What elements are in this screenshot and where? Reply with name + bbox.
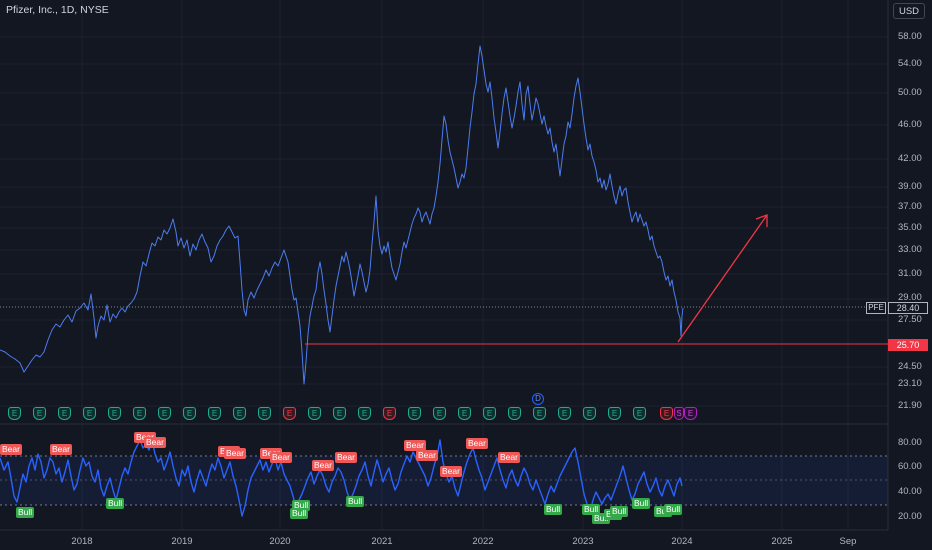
time-axis-label: 2025 <box>771 536 793 547</box>
bull-signal[interactable]: Bull <box>592 513 611 524</box>
price-axis-label: 46.00 <box>898 119 922 130</box>
price-axis-label: 31.00 <box>898 268 922 279</box>
currency-button[interactable]: USD <box>893 3 925 19</box>
bull-signal[interactable]: Bull <box>106 498 125 509</box>
price-axis-label: 42.00 <box>898 153 922 164</box>
bull-signal[interactable]: Bull <box>544 504 563 515</box>
price-axis-label: 24.50 <box>898 361 922 372</box>
earnings-marker[interactable]: E <box>8 407 21 420</box>
price-axis-label: 54.00 <box>898 58 922 69</box>
price-series-line[interactable] <box>0 45 684 385</box>
bear-signal[interactable]: Bear <box>416 450 438 461</box>
price-axis-label: 23.10 <box>898 378 922 389</box>
earnings-marker[interactable]: E <box>633 407 646 420</box>
earnings-marker[interactable]: E <box>508 407 521 420</box>
bull-signal[interactable]: Bull <box>654 506 673 517</box>
time-axis-label: 2021 <box>371 536 393 547</box>
time-axis-label: 2023 <box>572 536 594 547</box>
bull-signal[interactable]: Bull <box>290 508 309 519</box>
bear-signal[interactable]: Bear <box>0 444 22 455</box>
time-axis-label: 2020 <box>269 536 291 547</box>
price-axis-label: 21.90 <box>898 400 922 411</box>
earnings-marker[interactable]: E <box>558 407 571 420</box>
price-axis-label: 33.00 <box>898 244 922 255</box>
bear-signal[interactable]: Bear <box>440 466 462 477</box>
bull-signal[interactable]: Bull <box>292 500 311 511</box>
earnings-marker[interactable]: E <box>383 407 396 420</box>
bear-signal[interactable]: Bear <box>144 437 166 448</box>
earnings-marker[interactable]: E <box>33 407 46 420</box>
earnings-marker[interactable]: E <box>108 407 121 420</box>
earnings-marker[interactable]: E <box>433 407 446 420</box>
price-grid <box>0 0 888 530</box>
last-price-tag: 28.40 <box>888 302 928 314</box>
price-axis-label: 27.50 <box>898 314 922 325</box>
time-axis-label: 2019 <box>171 536 193 547</box>
chart-title: Pfizer, Inc., 1D, NYSE <box>6 4 109 16</box>
split-marker[interactable]: S <box>674 407 684 420</box>
earnings-marker[interactable]: E <box>283 407 296 420</box>
time-axis-label: 2018 <box>71 536 93 547</box>
earnings-marker[interactable]: E <box>233 407 246 420</box>
rsi-axis-label: 40.00 <box>898 486 922 497</box>
earnings-marker[interactable]: E <box>183 407 196 420</box>
bull-signal[interactable]: Bull <box>632 498 651 509</box>
earnings-marker[interactable]: E <box>83 407 96 420</box>
rsi-axis-label: 20.00 <box>898 511 922 522</box>
rsi-axis-label: 80.00 <box>898 437 922 448</box>
bull-signal[interactable]: Bull <box>16 507 35 518</box>
earnings-marker[interactable]: E <box>258 407 271 420</box>
earnings-marker[interactable]: E <box>533 407 546 420</box>
time-axis-label: 2022 <box>472 536 494 547</box>
price-axis-label: 37.00 <box>898 201 922 212</box>
earnings-marker[interactable]: E <box>408 407 421 420</box>
earnings-marker[interactable]: E <box>458 407 471 420</box>
earnings-marker[interactable]: E <box>158 407 171 420</box>
time-axis-label: Sep <box>839 536 857 547</box>
price-axis-label: 35.00 <box>898 222 922 233</box>
earnings-marker[interactable]: E <box>208 407 221 420</box>
earnings-marker[interactable]: E <box>333 407 346 420</box>
bear-signal[interactable]: Bear <box>404 440 426 451</box>
bear-signal[interactable]: Bear <box>335 452 357 463</box>
projection-arrow[interactable] <box>677 214 768 343</box>
bull-signal[interactable]: Bull <box>582 504 601 515</box>
bear-signal[interactable]: Bear <box>224 448 246 459</box>
price-axis-label: 58.00 <box>898 31 922 42</box>
symbol-tag: PFE <box>866 302 886 314</box>
earnings-marker[interactable]: E <box>133 407 146 420</box>
bear-signal[interactable]: Bear <box>312 460 334 471</box>
bear-signal[interactable]: Bear <box>466 438 488 449</box>
earnings-marker[interactable]: E <box>58 407 71 420</box>
bear-signal[interactable]: Bear <box>270 452 292 463</box>
price-axis-label: 29.00 <box>898 292 922 303</box>
earnings-marker[interactable]: E <box>483 407 496 420</box>
rsi-axis-label: 60.00 <box>898 461 922 472</box>
bear-signal[interactable]: Bear <box>50 444 72 455</box>
support-level-tag[interactable]: 25.70 <box>888 339 928 351</box>
earnings-marker[interactable]: E <box>684 407 697 420</box>
bull-signal[interactable]: Bull <box>664 504 683 515</box>
bull-signal[interactable]: Bull <box>346 496 365 507</box>
price-axis-label: 39.00 <box>898 181 922 192</box>
earnings-marker[interactable]: E <box>660 407 673 420</box>
earnings-marker[interactable]: E <box>358 407 371 420</box>
earnings-marker[interactable]: E <box>308 407 321 420</box>
bear-signal[interactable]: Bear <box>498 452 520 463</box>
earnings-marker[interactable]: E <box>608 407 621 420</box>
dividend-marker[interactable]: D <box>532 393 544 405</box>
earnings-marker[interactable]: E <box>583 407 596 420</box>
bull-signal[interactable]: Bull <box>610 506 629 517</box>
price-axis-label: 50.00 <box>898 87 922 98</box>
time-axis-label: 2024 <box>671 536 693 547</box>
